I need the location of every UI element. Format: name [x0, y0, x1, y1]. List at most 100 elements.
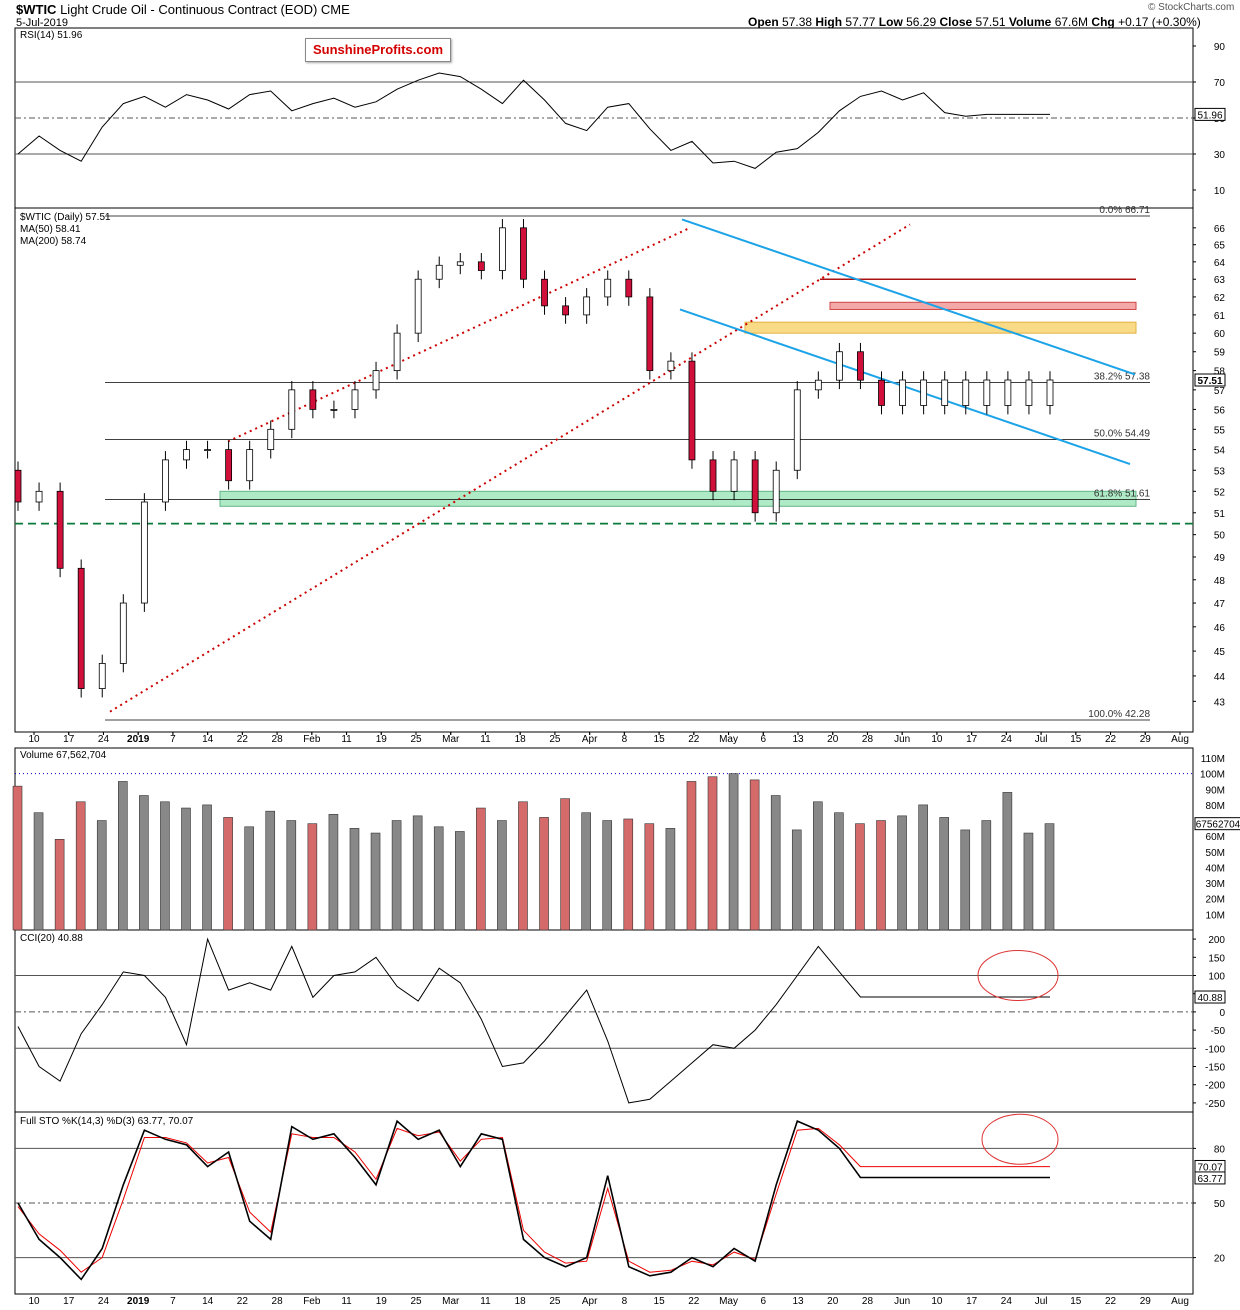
volume-bar: [433, 826, 444, 931]
candle-body: [499, 227, 506, 271]
ytick-label-cci: 200: [1208, 935, 1225, 946]
ytick-label-sto: 50: [1214, 1199, 1226, 1210]
xtick-label: 25: [549, 1296, 561, 1307]
xtick-label: 22: [1105, 734, 1117, 745]
ytick-label-volume: 110M: [1201, 754, 1225, 765]
candle-body: [941, 379, 949, 406]
candle-body: [730, 459, 738, 492]
volume-bar: [265, 810, 276, 931]
candle-body: [267, 428, 275, 450]
volume-bar: [960, 829, 971, 931]
chg-label: Chg: [1091, 15, 1115, 29]
instrument-name: Light Crude Oil - Continuous Contract (E…: [60, 2, 318, 17]
volume-last-box: [1194, 817, 1240, 831]
candle-body: [225, 449, 233, 482]
xtick-label: 17: [63, 1296, 75, 1307]
candle-body: [56, 490, 64, 569]
volume-bar: [139, 795, 149, 931]
xtick-label: Apr: [582, 1296, 598, 1307]
xtick-label: 13: [792, 1296, 804, 1307]
xtick-label: Jul: [1035, 734, 1048, 745]
sto-title: Full STO %K(14,3) %D(3) 63.77, 70.07: [20, 1116, 194, 1127]
candle-body: [541, 278, 548, 307]
ytick-label-cci: -100: [1205, 1044, 1225, 1055]
candle-body: [477, 261, 485, 271]
ytick-label-price: 56: [1214, 405, 1226, 416]
fib-label-1: 38.2% 57.38: [1094, 372, 1151, 383]
volume-bar: [349, 828, 360, 931]
xtick-label: 7: [170, 734, 176, 745]
volume-bar: [623, 818, 634, 931]
high-value: 57.77: [845, 15, 876, 29]
ytick-label-volume: 40M: [1206, 863, 1225, 874]
ytick-label-price: 62: [1214, 293, 1226, 304]
candle-body: [646, 296, 654, 372]
xtick-label: Jun: [894, 1296, 910, 1307]
watermark: SunshineProfits.com: [305, 38, 451, 62]
ytick-label-price: 47: [1214, 599, 1226, 610]
volume-bar: [181, 807, 191, 931]
candle-body: [962, 379, 970, 406]
xtick-label: Mar: [442, 734, 460, 745]
volume-bar: [1002, 792, 1013, 931]
ytick-label-volume: 50M: [1206, 848, 1225, 859]
volume-bar: [728, 773, 739, 931]
candle-body: [77, 567, 85, 689]
ytick-label-rsi: 10: [1214, 186, 1226, 197]
candle-body: [857, 351, 864, 381]
volume-bar: [454, 831, 465, 931]
candle-body: [330, 409, 338, 411]
cci-last-box: [1194, 990, 1226, 1004]
rising-channel-lower: [109, 223, 911, 713]
xtick-label: 10: [28, 1296, 40, 1307]
xtick-label: Feb: [303, 1296, 321, 1307]
volume-bar: [307, 823, 318, 931]
symbol: $WTIC: [16, 2, 57, 17]
candle-body: [204, 449, 211, 451]
rsi-line: [17, 72, 1050, 169]
volume-bar: [581, 812, 591, 931]
candle-body: [667, 360, 675, 372]
ytick-label-price: 59: [1214, 348, 1226, 359]
xtick-label: 18: [515, 734, 527, 745]
credit: © StockCharts.com: [1148, 2, 1235, 13]
candle-body: [920, 379, 928, 406]
cci-last-label: 40.88: [1197, 993, 1222, 1004]
xtick-label: 11: [480, 734, 491, 745]
ytick-label-cci: -150: [1205, 1063, 1225, 1074]
volume-bar: [981, 820, 992, 931]
volume-bar: [412, 815, 423, 931]
xtick-label: 24: [98, 1296, 110, 1307]
xtick-label: 22: [1105, 1296, 1117, 1307]
candle-body: [520, 227, 527, 280]
xtick-label: 10: [28, 734, 40, 745]
candle-body: [772, 469, 780, 514]
candle-body: [1004, 379, 1012, 406]
chg-value: +0.17 (+0.30%): [1118, 15, 1201, 29]
xtick-label: 22: [688, 734, 700, 745]
xtick-label: 10: [931, 734, 943, 745]
ytick-label-price: 60: [1214, 329, 1226, 340]
ytick-label-cci: -200: [1205, 1081, 1225, 1092]
xtick-label: 17: [966, 1296, 978, 1307]
candle-body: [899, 379, 906, 406]
candle-body: [393, 332, 401, 372]
resistance-zone-red: [829, 301, 1137, 310]
candle-body: [688, 360, 696, 461]
ytick-label-rsi: 90: [1214, 42, 1226, 53]
panel-frame-price: [14, 207, 1194, 733]
volume-bar: [54, 839, 65, 931]
ytick-label-price: 49: [1214, 553, 1226, 564]
xtick-label: 14: [202, 734, 214, 745]
volume-bar: [939, 817, 949, 931]
xtick-label: 6: [760, 734, 766, 745]
falling-channel-upper: [681, 218, 1136, 376]
volume-bar: [1044, 823, 1055, 931]
candle-body: [14, 469, 22, 503]
rsi-last-box: [1194, 107, 1226, 121]
ytick-label-rsi: 30: [1214, 150, 1226, 161]
fib-label-4: 100.0% 42.28: [1088, 709, 1150, 720]
ytick-label-volume: 30M: [1206, 879, 1225, 890]
volume-bar: [476, 807, 486, 931]
